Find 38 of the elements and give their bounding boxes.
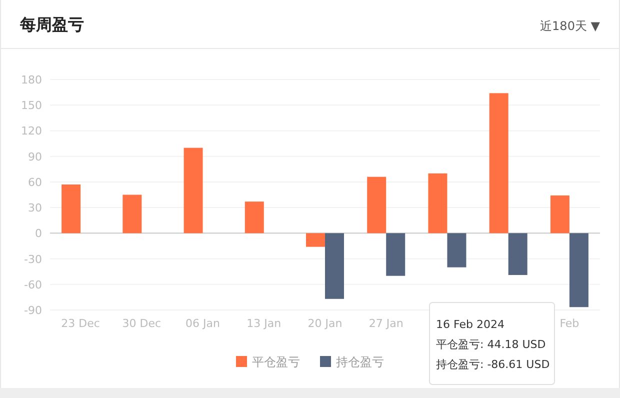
bar xyxy=(325,233,344,299)
bar xyxy=(447,233,466,268)
y-tick-label: 90 xyxy=(28,150,42,164)
y-tick-label: 60 xyxy=(28,176,42,189)
y-tick-label: 120 xyxy=(21,124,42,138)
bar xyxy=(508,233,528,275)
text: 持仓盈亏: -86.61 USD xyxy=(436,358,550,371)
y-tick-label: 30 xyxy=(28,202,42,215)
x-tick-label: 27 Jan xyxy=(368,317,404,330)
bar xyxy=(367,176,386,234)
y-tick-label: 150 xyxy=(21,99,42,112)
x-tick-label: 23 Dec xyxy=(61,317,100,330)
bar xyxy=(489,93,508,234)
bar xyxy=(386,233,406,276)
legend-label: 平仓盈亏 xyxy=(252,355,300,369)
bar xyxy=(428,173,448,234)
x-tick-label: Feb xyxy=(560,317,580,330)
text: 平仓盈亏: 44.18 USD xyxy=(436,338,546,351)
y-tick-label: -60 xyxy=(24,278,42,292)
legend-label: 持仓盈亏 xyxy=(336,355,384,369)
bar xyxy=(550,195,570,234)
chart-title: 每周盈亏 xyxy=(19,15,84,34)
x-tick-label: 30 Dec xyxy=(122,317,162,330)
x-tick-label: 13 Jan xyxy=(246,317,282,330)
y-tick-label: -30 xyxy=(24,252,42,266)
bar xyxy=(306,233,325,247)
y-tick-label: 180 xyxy=(21,74,42,86)
bar xyxy=(122,194,142,234)
bar xyxy=(184,148,203,234)
bar xyxy=(244,202,264,234)
y-tick-label: -90 xyxy=(24,304,42,317)
y-tick-label: 0 xyxy=(35,227,42,240)
bar xyxy=(62,184,81,234)
x-tick-label: 06 Jan xyxy=(186,317,220,330)
text: 16 Feb 2024 xyxy=(436,318,504,331)
x-tick-label: 20 Jan xyxy=(308,317,342,330)
bar xyxy=(569,233,588,308)
chart-subtitle: 近180天 ▼ xyxy=(540,19,601,33)
